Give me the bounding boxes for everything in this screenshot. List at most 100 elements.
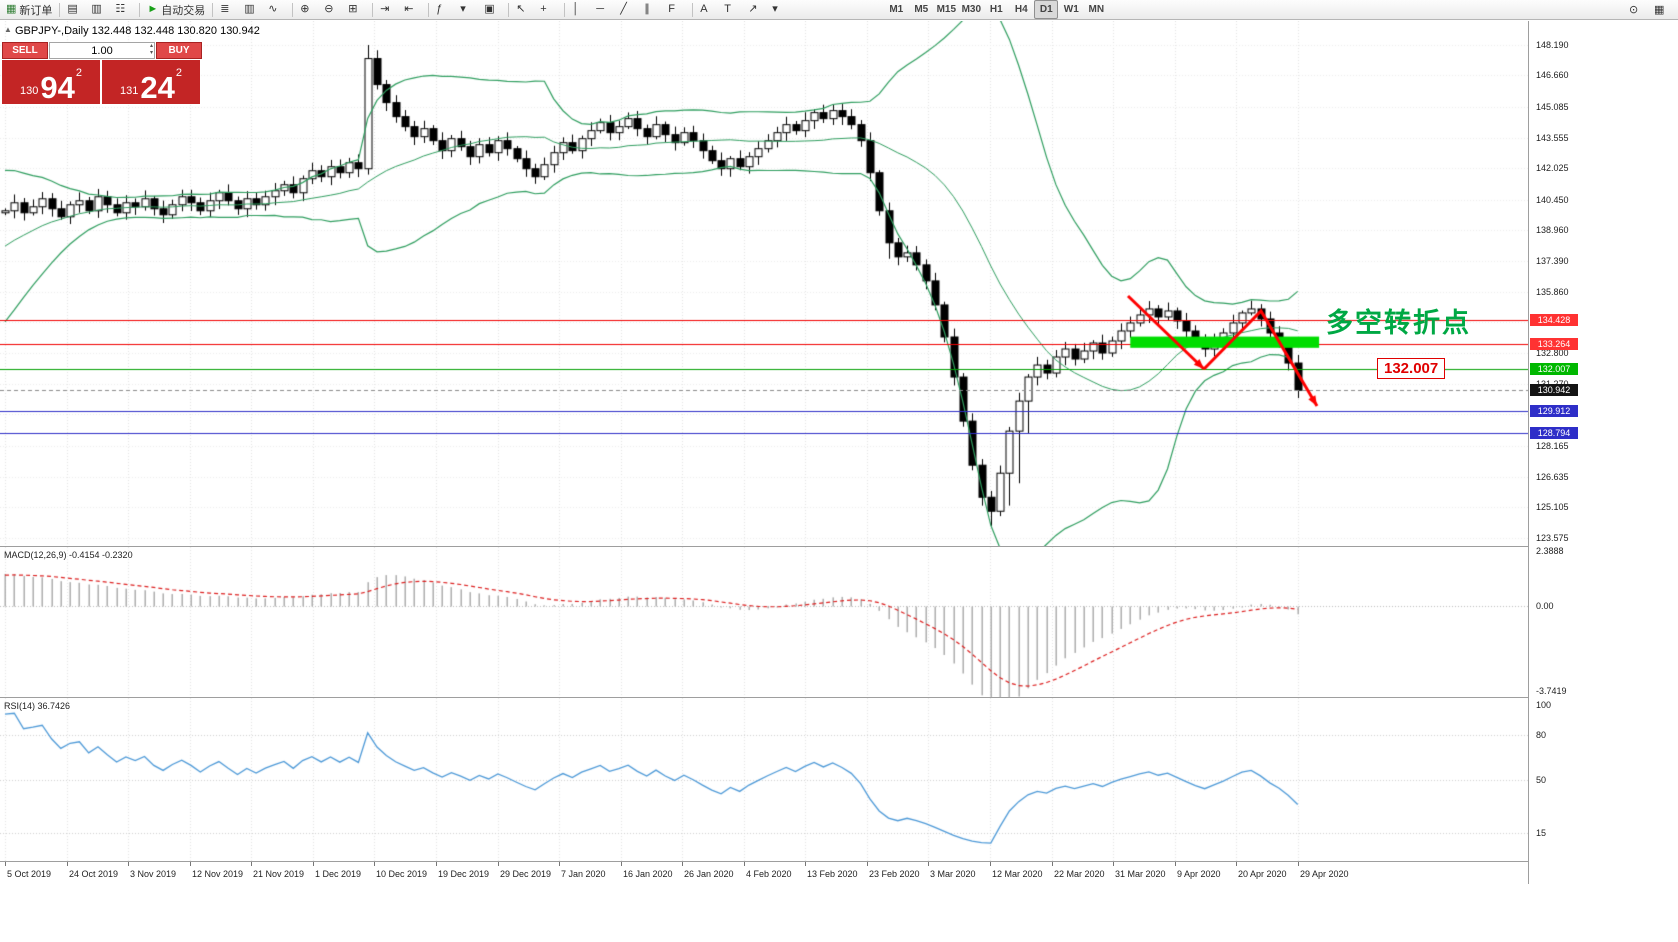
cursor-button[interactable]: ↖ [513,0,536,19]
timeframe-m1-button[interactable]: M1 [889,4,904,15]
bar-chart-button[interactable]: ≣ [217,0,240,19]
new-order-button-label: 新订单 [19,4,53,17]
price-axis[interactable]: 148.190 146.660 145.085 143.555 142.025 140.4… [1528,21,1678,884]
fibonacci-button[interactable]: F [665,0,688,19]
axis-tick-label: 15 [1536,828,1547,838]
search-button[interactable]: ⊙ [1626,1,1649,20]
tile-windows-icon: ⊞ [348,3,358,15]
pane-separator[interactable] [0,697,1678,698]
timeframe-m5-button[interactable]: M5 [914,4,929,15]
time-axis[interactable]: 5 Oct 2019 24 Oct 2019 3 Nov 2019 12 Nov 20… [0,862,1528,886]
horizontal-line-button[interactable]: ─ [593,0,616,19]
pane-separator[interactable] [0,546,1678,547]
crosshair-button[interactable]: + [537,0,560,19]
time-tick-mark [682,862,683,866]
horizontal-line-icon: ─ [596,3,605,15]
timeframe-d1-button[interactable]: D1 [1034,0,1059,19]
time-tick-label: 24 Oct 2019 [69,869,119,879]
auto-trading-button[interactable]: ► 自动交易 [144,0,208,19]
timeframe-m30-button[interactable]: M30 [961,4,982,15]
time-tick-mark [1298,862,1299,866]
timeframe-h4-button[interactable]: H4 [1014,4,1028,15]
time-tick-mark [1113,862,1114,866]
workspace-button[interactable]: ▦ [1651,1,1674,20]
toolbar-sep [139,2,141,17]
macd-indicator-canvas[interactable] [0,547,1528,697]
auto-scroll-button[interactable]: ⇥ [377,0,400,19]
templates-button[interactable]: ▣ [481,0,504,19]
toolbar-sep [508,2,510,17]
trendline-button[interactable]: ╱ [617,0,640,19]
axis-tick-label: 50 [1536,775,1547,785]
sell-price-pips: 94 [40,70,75,105]
zoom-in-button[interactable]: ⊕ [297,0,320,19]
search-icon: ⊙ [1629,4,1639,16]
market-watch-button[interactable]: ▤ [64,0,87,19]
text-icon: T [724,3,732,15]
price-level-badge: 130.942 [1530,384,1578,396]
toolbar-sep [428,2,430,17]
timeframe-mn-button[interactable]: MN [1088,4,1105,15]
line-chart-button[interactable]: ∿ [265,0,288,19]
axis-tick-label: 143.555 [1536,133,1569,143]
trendline-icon: ╱ [620,3,627,15]
price-chart-canvas[interactable] [0,21,1528,546]
timeframe-m15-button[interactable]: M15 [936,4,957,15]
shapes-icon: ▾ [772,3,778,15]
macd-indicator-label: MACD(12,26,9) -0.4154 -0.2320 [4,550,133,560]
vertical-line-button[interactable]: │ [569,0,592,19]
time-tick-mark [744,862,745,866]
sell-price-integer: 130 [20,85,39,97]
time-tick-label: 22 Mar 2020 [1054,869,1105,879]
new-order-icon: ▦ [6,3,17,15]
shapes-dropdown[interactable]: ▾ [769,0,792,19]
one-click-panel-toggle[interactable]: ▲ [4,25,12,34]
data-window-icon: ▥ [91,3,102,15]
axis-tick-label: 128.165 [1536,441,1569,451]
navigator-button[interactable]: ☷ [112,0,135,19]
data-window-button[interactable]: ▥ [88,0,111,19]
text-label-icon: A [700,3,708,15]
text-button[interactable]: T [721,0,744,19]
lot-size-field[interactable]: 1.00 ▴ ▾ [49,42,155,59]
chart-title: GBPJPY-,Daily 132.448 132.448 130.820 13… [15,25,260,37]
chart-shift-button[interactable]: ⇤ [401,0,424,19]
time-tick-label: 3 Mar 2020 [930,869,976,879]
time-tick-mark [559,862,560,866]
time-tick-label: 29 Apr 2020 [1300,869,1349,879]
zoom-out-button[interactable]: ⊖ [321,0,344,19]
buy-price-button[interactable]: 131 24 2 [102,60,200,104]
time-tick-label: 19 Dec 2019 [438,869,490,879]
zoom-out-icon: ⊖ [324,3,334,15]
lot-decrease-button[interactable]: ▾ [149,50,153,56]
time-tick-mark [374,862,375,866]
buy-button[interactable]: BUY [156,42,202,59]
new-order-button[interactable]: ▦ 新订单 [3,0,55,19]
text-label-button[interactable]: A [697,0,720,19]
line-chart-icon: ∿ [268,3,278,15]
toolbar-sep [692,2,694,17]
trade-panel-price-row: 130 94 2 131 24 2 [2,60,202,104]
indicators-dropdown[interactable]: ▾ [457,0,480,19]
toolbar: ▦ 新订单 ▤ ▥ ☷ ► 自动交易 ≣ ▥ ∿ ⊕ ⊖ ⊞ ⇥ ⇤ ƒ ▾ ▣ ↖ + │ ─ ╱ ∥ F A T ↗ ▾ M1 M5 M1… [0,0,1678,20]
axis-tick-label: 146.660 [1536,70,1569,80]
chart-shift-icon: ⇤ [404,3,414,15]
channel-button[interactable]: ∥ [641,0,664,19]
axis-tick-label: 148.190 [1536,40,1569,50]
axis-tick-label: 145.085 [1536,102,1569,112]
timeframe-w1-button[interactable]: W1 [1063,4,1079,15]
rsi-indicator-canvas[interactable] [0,698,1528,861]
axis-tick-label: 123.575 [1536,533,1569,543]
sell-button[interactable]: SELL [2,42,48,59]
auto-scroll-icon: ⇥ [380,3,390,15]
toolbar-sep [292,2,294,17]
time-tick-label: 3 Nov 2019 [130,869,177,879]
workspace-icon: ▦ [1654,4,1665,16]
tile-windows-button[interactable]: ⊞ [345,0,368,19]
sell-price-button[interactable]: 130 94 2 [2,60,100,104]
indicators-button[interactable]: ƒ [433,0,456,19]
arrows-button[interactable]: ↗ [745,0,768,19]
timeframe-h1-button[interactable]: H1 [989,4,1003,15]
candlestick-chart-button[interactable]: ▥ [241,0,264,19]
lot-increase-button[interactable]: ▴ [149,43,153,49]
